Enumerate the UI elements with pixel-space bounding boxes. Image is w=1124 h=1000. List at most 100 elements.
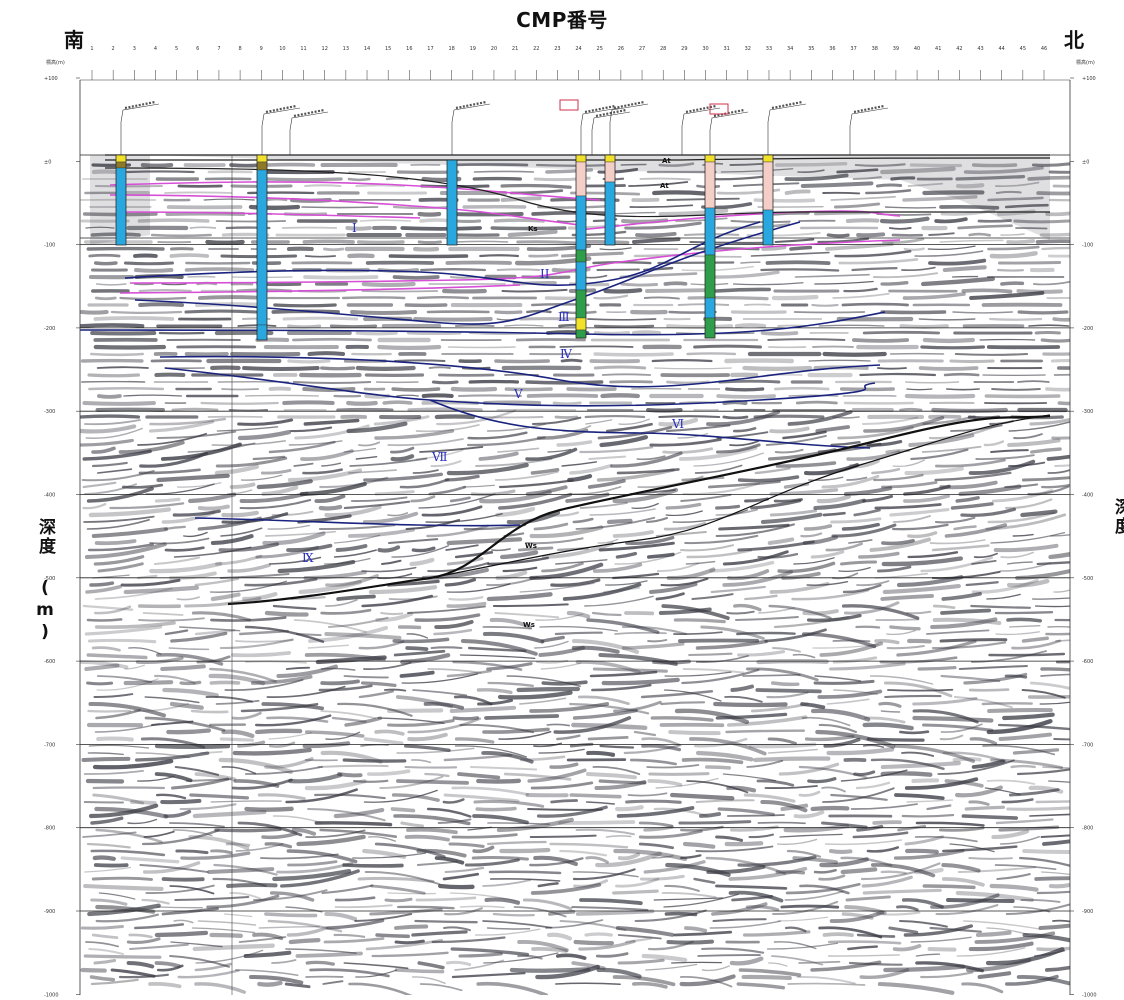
reflector-stroke [774,386,830,391]
reflector-stroke [149,561,223,574]
reflector-stroke [838,566,871,572]
reflector-stroke [1012,533,1034,537]
reflector-stroke [892,515,931,523]
borehole-segment [704,297,716,319]
reflector-stroke [862,888,942,895]
reflector-stroke [387,438,464,447]
reflector-stroke [347,177,371,182]
reflector-stroke [486,592,553,602]
reflector-stroke [716,188,781,195]
reflector-stroke [726,715,808,727]
reflector-stroke [599,247,632,251]
reflector-stroke [715,504,741,510]
reflector-stroke [922,723,994,732]
reflector-stroke [1029,813,1070,817]
reflector-stroke [760,331,799,336]
reflector-stroke [1009,625,1041,628]
reflector-stroke [484,714,560,720]
reflector-stroke [990,531,1066,544]
reflector-stroke [442,872,479,881]
borehole-segment [762,161,774,211]
cmp-tick-label: 46 [1041,46,1047,52]
borehole-segment [256,324,268,341]
borehole-segment [575,289,587,319]
reflector-stroke [462,484,495,488]
reflector-stroke [554,415,579,419]
reflector-stroke [559,345,634,348]
reflector-stroke [745,905,780,912]
reflector-stroke [897,824,927,832]
depth-tick-left: -700 [44,742,55,748]
reflector-stroke [592,667,668,673]
borehole-highlight-box [559,99,579,111]
reflector-stroke [241,591,278,602]
cmp-tick-label: 45 [1020,46,1026,52]
reflector-stroke [881,538,915,546]
reflector-stroke [907,531,938,539]
reflector-stroke [1008,788,1060,797]
reflector-stroke [314,793,386,800]
reflector-stroke [777,561,836,574]
reflector-stroke [244,806,294,812]
reflector-stroke [579,502,628,509]
reflector-stroke [353,779,389,783]
reflector-stroke [491,548,511,552]
reflector-stroke [139,451,209,468]
reflector-stroke [655,777,719,789]
reflector-stroke [94,605,132,615]
reflector-stroke [1030,447,1062,454]
reflector-stroke [93,693,134,698]
reflector-stroke [912,696,978,706]
borehole-leader [591,111,631,155]
reflector-stroke [899,407,923,412]
reflector-stroke [160,798,202,805]
basement-top [227,414,1051,606]
reflector-stroke [1052,184,1070,188]
reflector-stroke [156,906,203,909]
borehole-header-mark [595,108,627,118]
reflector-stroke [137,775,175,782]
reflector-stroke [603,288,643,294]
reflector-stroke [218,757,294,775]
reflector-stroke [641,737,681,747]
reflector-stroke [598,541,675,552]
reflector-stroke [444,907,483,916]
reflector-stroke [154,930,209,938]
borehole-segment [575,261,587,291]
reflector-stroke [500,183,572,189]
reflector-stroke [994,611,1054,615]
reflector-stroke [399,478,450,489]
reflector-stroke [808,359,871,362]
reflector-stroke [91,876,153,881]
reflector-stroke [93,261,118,266]
reflector-stroke [994,864,1057,871]
reflector-stroke [1040,871,1070,875]
reflector-stroke [661,892,717,899]
reflector-stroke [452,716,480,721]
reflector-stroke [942,751,1007,763]
reflector-stroke [613,848,688,862]
reflector-stroke [775,870,806,875]
reflector-stroke [1054,618,1070,622]
reflector-stroke [333,549,377,558]
reflector-stroke [754,467,791,475]
reflector-stroke [741,974,792,981]
cmp-tick-label: 22 [533,46,539,52]
alluvium-base [104,167,1050,218]
reflector-stroke [267,919,343,933]
mark-Ws: Ws [525,542,537,550]
reflector-stroke [392,637,450,644]
reflector-stroke [780,904,840,909]
reflector-stroke [1016,768,1070,776]
basement-inner [429,414,1051,579]
reflector-stroke [847,945,879,951]
reflector-stroke [927,946,957,952]
reflector-stroke [952,311,1013,314]
reflector-stroke [134,268,174,273]
reflector-stroke [658,415,721,419]
reflector-stroke [653,897,724,901]
reflector-stroke [318,504,343,511]
reflector-stroke [229,892,262,900]
reflector-stroke [392,205,453,210]
reflector-stroke [260,853,339,860]
